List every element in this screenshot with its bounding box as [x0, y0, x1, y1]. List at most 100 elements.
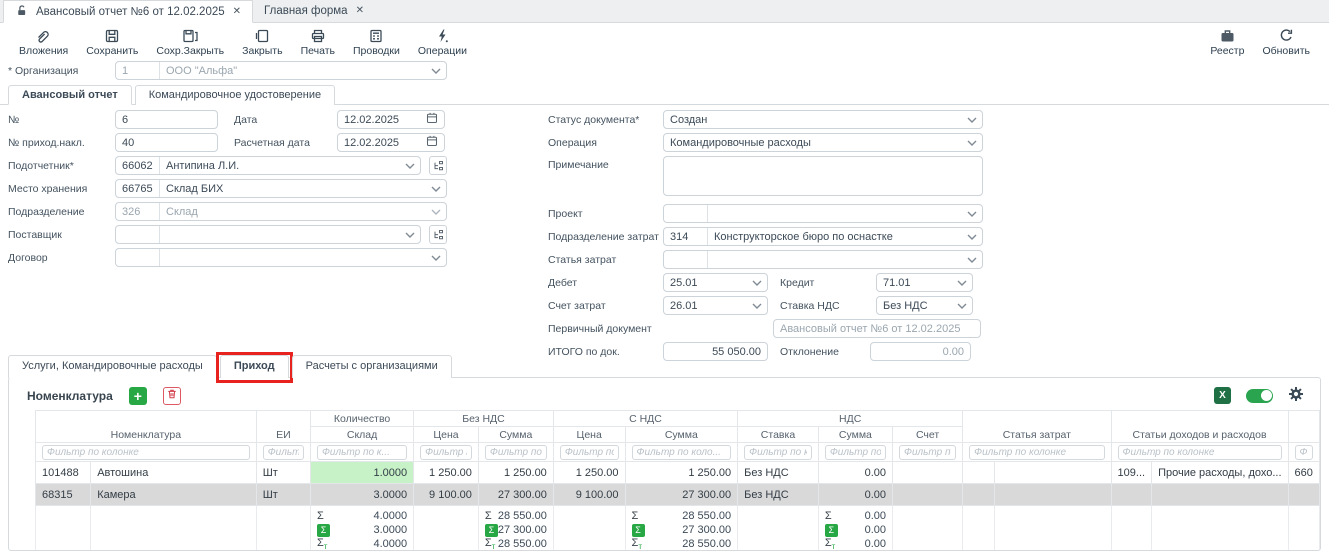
filter-input[interactable]	[420, 444, 472, 460]
sigma-icon: Σ	[824, 510, 832, 522]
col-header-price[interactable]: Цена	[552, 426, 626, 443]
window-tab-main-form[interactable]: Главная форма ✕	[253, 0, 375, 22]
filter-input[interactable]	[1294, 444, 1313, 460]
save-button[interactable]: Сохранить	[77, 27, 147, 58]
print-button[interactable]: Печать	[292, 27, 344, 58]
close-doc-icon	[254, 28, 270, 44]
excel-export-button[interactable]: X	[1214, 387, 1231, 404]
col-header-cost-item[interactable]: Статья затрат	[962, 410, 1112, 443]
postings-button[interactable]: Проводки	[344, 27, 409, 58]
filter-input[interactable]	[484, 444, 547, 460]
col-header-sum[interactable]: Сумма	[477, 426, 554, 443]
attachments-button[interactable]: Вложения	[10, 27, 77, 58]
window-tab-advance-report[interactable]: Авансовый отчет №6 от 12.02.2025 ✕	[3, 0, 254, 23]
window-tab-title: Авансовый отчет №6 от 12.02.2025	[36, 5, 225, 18]
filter-input[interactable]	[42, 444, 250, 460]
hierarchy-button[interactable]	[429, 225, 447, 244]
storage-select[interactable]: 66765 Склад БИХ	[115, 179, 447, 198]
col-header-ei[interactable]: ЕИ	[255, 410, 311, 443]
sigma-total-icon: Σт	[631, 536, 643, 551]
tab-advance-report[interactable]: Авансовый отчет	[8, 85, 132, 105]
calc-date-field[interactable]: 12.02.2025	[337, 133, 445, 152]
form-right-column: Статус документа* Создан Операция Команд…	[548, 110, 996, 365]
col-header-rate[interactable]: Ставка	[737, 426, 819, 443]
registry-button[interactable]: Реестр	[1201, 27, 1253, 58]
status-select[interactable]: Создан	[663, 110, 983, 129]
chevron-down-icon	[747, 280, 767, 286]
window-tab-title: Главная форма	[264, 4, 348, 17]
department-select[interactable]: 326 Склад	[115, 202, 447, 221]
deviation-field: 0.00	[870, 342, 971, 361]
number-field[interactable]: 6	[115, 110, 218, 129]
close-button[interactable]: Закрыть	[233, 27, 291, 58]
filter-input[interactable]	[824, 444, 886, 460]
col-header-price[interactable]: Цена	[413, 426, 479, 443]
form-row: № приход.накл. 40 Расчетная дата 12.02.2…	[8, 133, 460, 152]
filter-input[interactable]	[744, 444, 812, 460]
trash-icon	[166, 388, 178, 403]
sigma-selected-icon: Σ	[824, 523, 838, 537]
form-row: Подразделение 326 Склад	[8, 202, 460, 221]
form-row: Проект	[548, 204, 996, 223]
col-header-income-items[interactable]: Статьи доходов и расходов	[1110, 410, 1289, 443]
incoming-number-label: № приход.накл.	[8, 136, 85, 149]
col-header-vat-sum[interactable]: Сумма	[817, 426, 894, 443]
operation-select[interactable]: Командировочные расходы	[663, 133, 983, 152]
number-label: №	[8, 113, 20, 126]
filter-input[interactable]	[316, 444, 408, 460]
cost-account-select[interactable]: 26.01	[663, 296, 768, 315]
filter-input[interactable]	[559, 444, 619, 460]
filter-input[interactable]	[262, 444, 304, 460]
form-left-column: № 6 Дата 12.02.2025 № приход.накл. 40 Ра…	[8, 110, 460, 271]
vat-rate-select[interactable]: Без НДС	[876, 296, 973, 315]
operation-label: Операция	[548, 136, 597, 149]
filter-input[interactable]	[969, 444, 1105, 460]
form-row: Место хранения 66765 Склад БИХ	[8, 179, 460, 198]
cost-department-select[interactable]: 314 Конструкторское бюро по оснастке	[663, 227, 983, 246]
save-close-button[interactable]: Сохр.Закрыть	[147, 27, 233, 58]
col-header-sum[interactable]: Сумма	[624, 426, 739, 443]
cost-item-select[interactable]	[663, 250, 983, 269]
chevron-down-icon	[962, 211, 982, 217]
filter-input[interactable]	[631, 444, 732, 460]
sigma-icon: Σ	[316, 510, 324, 522]
credit-select[interactable]: 71.01	[876, 273, 973, 292]
form-row: Первичный документ Авансовый отчет №6 от…	[548, 319, 996, 338]
form-row: Статья затрат	[548, 250, 996, 269]
col-header-nomenclature[interactable]: Номенклатура	[35, 410, 257, 443]
tab-prihod[interactable]: Приход	[215, 352, 293, 383]
tab-services-travel-expenses[interactable]: Услуги, Командировочные расходы	[8, 355, 217, 378]
incoming-number-field[interactable]: 40	[115, 133, 218, 152]
filter-input[interactable]	[1117, 444, 1282, 460]
tab-travel-certificate[interactable]: Командировочное удостоверение	[134, 85, 336, 105]
tab-settlements-organizations[interactable]: Расчеты с организациями	[291, 355, 452, 378]
refresh-icon	[1278, 28, 1294, 44]
note-textarea[interactable]	[663, 156, 983, 196]
totals-toggle[interactable]	[1246, 388, 1273, 403]
chevron-down-icon	[962, 257, 982, 263]
form-row: Операция Командировочные расходы	[548, 133, 996, 152]
refresh-button[interactable]: Обновить	[1253, 27, 1319, 58]
col-header-sklad[interactable]: Склад	[309, 426, 415, 443]
delete-row-button[interactable]	[162, 386, 181, 405]
debit-select[interactable]: 25.01	[663, 273, 768, 292]
close-icon[interactable]: ✕	[232, 6, 242, 17]
table-row-selected[interactable]: 68315 Камера Шт 3.0000 9 100.00 27 300.0…	[34, 483, 1320, 506]
chevron-down-icon	[426, 209, 446, 215]
total-field[interactable]: 55 050.00	[663, 342, 768, 361]
date-field[interactable]: 12.02.2025	[337, 110, 445, 129]
organization-select[interactable]: 1 ООО "Альфа"	[115, 61, 447, 80]
hierarchy-button[interactable]	[429, 156, 447, 175]
col-header-account[interactable]: Счет	[891, 426, 964, 443]
add-row-button[interactable]: +	[128, 386, 147, 405]
gear-icon[interactable]	[1288, 386, 1304, 405]
accountable-select[interactable]: 66062 Антипина Л.И.	[115, 156, 421, 175]
operations-button[interactable]: Операции	[409, 27, 476, 58]
table-row[interactable]: 101488 Автошина Шт 1.0000 1 250.00 1 250…	[34, 461, 1320, 484]
supplier-select[interactable]	[115, 225, 421, 244]
form-row: Поставщик	[8, 225, 460, 244]
project-select[interactable]	[663, 204, 983, 223]
filter-input[interactable]	[899, 444, 957, 460]
close-icon[interactable]: ✕	[355, 5, 364, 16]
contract-select[interactable]	[115, 248, 447, 267]
